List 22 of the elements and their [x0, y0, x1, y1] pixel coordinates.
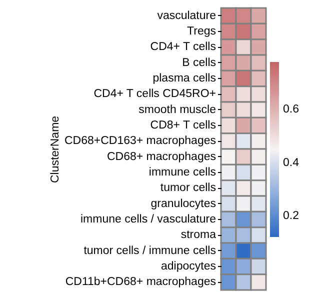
y-tick-label: CD68+ macrophages [107, 150, 216, 163]
y-tick-label: CD4+ T cells [150, 41, 216, 54]
y-tick-label: B cells [182, 56, 216, 69]
y-tick-label: Tregs [187, 26, 216, 38]
color-bar-label: 0.4 [283, 156, 300, 169]
y-tick-label: stroma [180, 229, 217, 242]
y-tick-label: CD8+ T cells [150, 120, 216, 132]
y-tick-label: plasma cells [152, 72, 216, 84]
y-axis-title: ClusterName [49, 116, 62, 184]
y-tick-label: tumor cells [160, 182, 216, 194]
color-bar-label: 0.6 [283, 104, 299, 116]
y-tick-label: immune cells [148, 166, 216, 178]
y-tick-label: adipocytes [161, 260, 216, 272]
color-bar-label: 0.2 [283, 210, 299, 222]
y-tick-label: immune cells / vasculature [80, 214, 216, 226]
y-tick-label: smooth muscle [138, 104, 216, 116]
y-tick-label: CD11b+CD68+ macrophages [65, 276, 216, 288]
y-tick-label: granulocytes [150, 198, 216, 210]
y-tick-label: vasculature [157, 10, 216, 22]
y-tick-label: CD4+ T cells CD45RO+ [94, 88, 216, 100]
y-tick-label: CD68+CD163+ macrophages [64, 135, 216, 148]
y-tick-label: tumor cells / immune cells [84, 244, 216, 257]
